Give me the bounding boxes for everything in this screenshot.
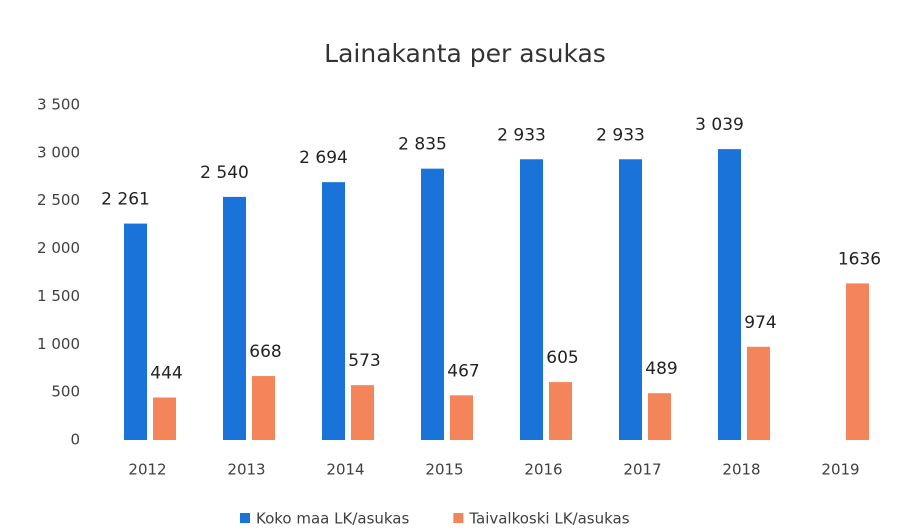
x-tick-label: 2014 [326, 461, 364, 479]
x-tick-label: 2019 [821, 461, 859, 479]
y-tick-label: 500 [51, 383, 80, 401]
y-tick-label: 1 000 [37, 335, 80, 353]
bar [223, 196, 246, 440]
bar [421, 168, 444, 440]
bar [520, 159, 543, 440]
y-tick-label: 3 500 [37, 96, 80, 114]
bar [619, 159, 642, 440]
bar [153, 397, 176, 440]
bar [252, 376, 275, 440]
value-label: 605 [546, 348, 578, 368]
bar [351, 385, 374, 440]
y-tick-label: 1 500 [37, 287, 80, 305]
value-label: 573 [348, 351, 380, 371]
value-label: 2 261 [101, 190, 150, 210]
y-tick-label: 0 [70, 431, 80, 449]
legend-swatch [453, 513, 464, 523]
value-label: 489 [645, 359, 677, 379]
value-label: 444 [150, 364, 182, 384]
y-tick-label: 3 000 [37, 143, 80, 161]
value-label: 2 933 [596, 125, 645, 145]
value-label: 467 [447, 361, 479, 381]
bar [549, 382, 572, 440]
value-label: 1636 [838, 249, 881, 269]
value-label: 2 933 [497, 125, 546, 145]
bar [648, 393, 671, 440]
legend-label: Taivalkoski LK/asukas [468, 510, 629, 528]
value-label: 974 [744, 313, 776, 333]
chart-title: Lainakanta per asukas [324, 39, 606, 68]
bar [124, 223, 147, 440]
x-tick-label: 2013 [227, 461, 265, 479]
y-tick-label: 2 000 [37, 239, 80, 257]
value-label: 2 540 [200, 163, 249, 183]
bar [450, 395, 473, 440]
bar [718, 149, 741, 441]
x-tick-label: 2018 [722, 461, 760, 479]
legend-label: Koko maa LK/asukas [256, 510, 410, 528]
y-tick-label: 2 500 [37, 191, 80, 209]
x-tick-label: 2012 [128, 461, 166, 479]
x-tick-label: 2016 [524, 461, 562, 479]
x-tick-label: 2015 [425, 461, 463, 479]
bar [846, 283, 869, 440]
value-label: 2 835 [398, 135, 447, 155]
value-label: 668 [249, 342, 281, 362]
value-label: 2 694 [299, 148, 348, 168]
bar [747, 346, 770, 440]
value-label: 3 039 [695, 115, 744, 135]
bar [322, 182, 345, 440]
legend-swatch [240, 513, 250, 523]
x-tick-label: 2017 [623, 461, 661, 479]
